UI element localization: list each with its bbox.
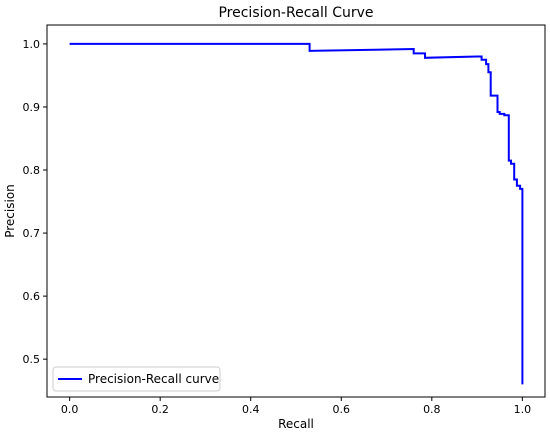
x-tick-label: 0.2 [151,403,169,416]
x-tick-label: 0.6 [333,403,351,416]
chart-title: Precision-Recall Curve [218,5,373,21]
legend: Precision-Recall curve [52,366,221,392]
y-axis-title: Precision [3,184,17,238]
x-axis-title: Recall [278,417,314,431]
x-tick-label: 0.0 [61,403,79,416]
x-tick-label: 0.8 [423,403,441,416]
y-tick-label: 1.0 [23,38,41,51]
y-tick-label: 0.6 [23,290,41,303]
legend-box [52,366,221,392]
x-tick-label: 1.0 [514,403,532,416]
y-axis: 0.5 0.6 0.7 0.8 0.9 1.0 [23,38,47,366]
legend-label: Precision-Recall curve [88,372,219,386]
series-line-precision-recall [69,42,524,385]
x-axis: 0.0 0.2 0.4 0.6 0.8 1.0 [61,397,531,416]
y-tick-label: 0.8 [23,164,41,177]
y-tick-label: 0.9 [23,101,41,114]
y-tick-label: 0.7 [23,227,41,240]
y-tick-label: 0.5 [23,353,41,366]
series-layer [69,42,524,385]
x-tick-label: 0.4 [242,403,260,416]
plot-frame [46,24,546,398]
